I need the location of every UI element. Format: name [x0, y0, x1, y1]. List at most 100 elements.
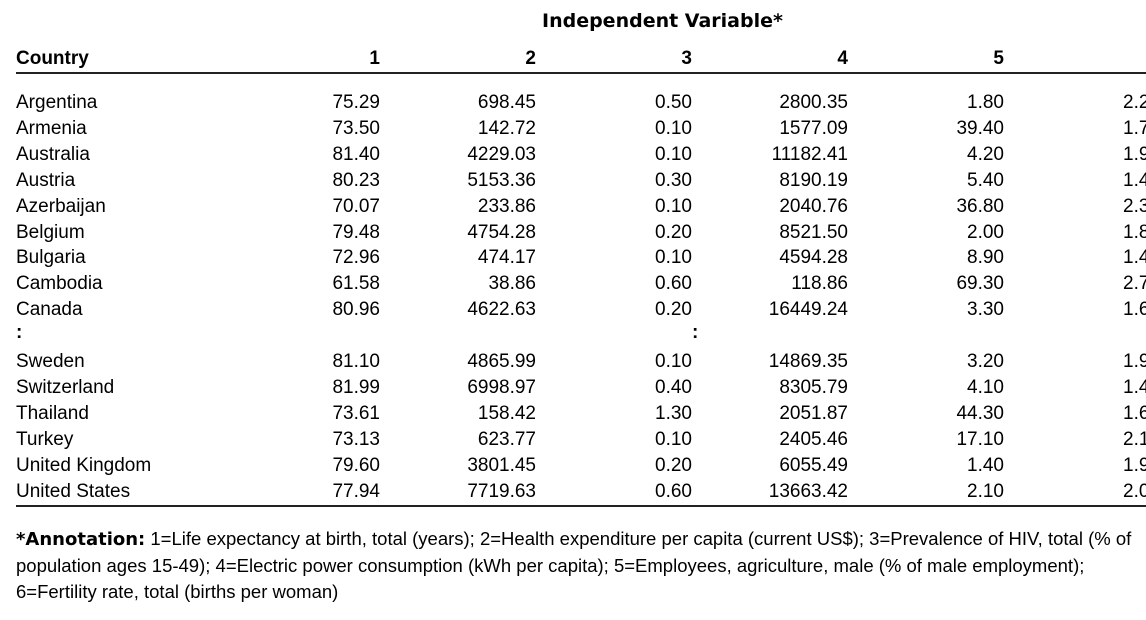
table-row: United Kingdom 79.60 3801.45 0.20 6055.49 1.4…: [16, 453, 1146, 479]
value-cell-col-2: 623.77: [477, 428, 536, 450]
value-cell-col-5: 39.40: [956, 117, 1004, 139]
value-cell-col-4: 2051.87: [779, 402, 848, 424]
value-cell-col-3: 0.50: [655, 92, 692, 113]
header-col-6: 6: [1004, 46, 1146, 74]
value-cell-col-5: 2.10: [848, 478, 1004, 507]
country-cell: Armenia: [16, 117, 87, 139]
value-cell-col-1: 77.94: [226, 478, 380, 507]
value-cell-col-3: 0.20: [655, 454, 692, 476]
value-cell-col-6: 2.75: [1123, 273, 1146, 295]
value-cell-col-4: 1577.09: [779, 117, 848, 139]
value-cell-col-5: 36.80: [956, 195, 1004, 217]
annotation-text: 1=Life expectancy at birth, total (years…: [16, 528, 1132, 602]
table-row: Cambodia 61.58 38.86 0.60 118.86 69.30 2.75: [16, 271, 1146, 297]
header-col-5: 5: [848, 46, 1004, 74]
value-cell-col-2: 158.42: [477, 402, 536, 424]
value-cell-col-1: 79.48: [332, 221, 380, 243]
value-cell-col-2: 474.17: [477, 247, 536, 269]
value-cell-col-5: 5.40: [967, 169, 1004, 191]
value-cell-col-3: 0.60: [655, 273, 692, 295]
value-cell-col-1: 80.23: [332, 169, 380, 191]
value-cell-col-5: 8.90: [967, 247, 1004, 269]
value-cell-col-3: 0.10: [655, 195, 692, 217]
table-row: Australia 81.40 4229.03 0.10 11182.41 4.20 1.9…: [16, 142, 1146, 168]
value-cell-col-5: 2.00: [967, 221, 1004, 243]
value-cell-col-1: 80.96: [332, 299, 380, 321]
table-row: United States 77.94 7719.63 0.60 13663.42 2.1…: [16, 478, 1146, 507]
country-cell: Bulgaria: [16, 247, 86, 269]
value-cell-col-1: 72.96: [332, 247, 380, 269]
ellipsis-blank: [226, 323, 1146, 349]
value-cell-col-6: 1.48: [1123, 377, 1146, 399]
country-cell: United Kingdom: [16, 454, 152, 476]
header-col-1: 1: [226, 46, 380, 74]
value-cell-col-6: 1.48: [1123, 247, 1146, 269]
country-cell: Azerbaijan: [16, 195, 106, 217]
annotation: *Annotation: 1=Life expectancy at birth,…: [16, 526, 1141, 605]
value-cell-col-4: 8305.79: [779, 377, 848, 399]
header-row: Country 1 2 3 4 5 6: [16, 46, 1146, 74]
value-cell-col-2: 5153.36: [467, 169, 536, 191]
country-cell: Switzerland: [16, 377, 115, 399]
value-cell-col-1: 79.60: [332, 454, 380, 476]
value-cell-col-6: 1.41: [1123, 169, 1146, 191]
table-row: Argentina 75.29 698.45 0.50 2800.35 1.80 2.24: [16, 90, 1146, 116]
table-row: Bulgaria 72.96 474.17 0.10 4594.28 8.90 1.48: [16, 245, 1146, 271]
value-cell-col-1: 73.50: [332, 117, 380, 139]
country-cell: Cambodia: [16, 273, 103, 295]
value-cell-col-4: 16449.24: [768, 299, 848, 321]
table-row: Switzerland 81.99 6998.97 0.40 8305.79 4.10 1.…: [16, 375, 1146, 401]
value-cell-col-3: 0.10: [655, 143, 692, 165]
value-cell-col-5: 44.30: [956, 402, 1004, 424]
value-cell-col-5: 3.30: [967, 299, 1004, 321]
value-cell-col-2: 6998.97: [467, 377, 536, 399]
country-cell: United States: [16, 478, 226, 507]
table-row: Turkey 73.13 623.77 0.10 2405.46 17.10 2.13: [16, 427, 1146, 453]
value-cell-col-1: 81.99: [332, 377, 380, 399]
table-row: Austria 80.23 5153.36 0.30 8190.19 5.40 1.41: [16, 168, 1146, 194]
value-cell-col-5: 4.20: [967, 143, 1004, 165]
value-cell-col-6: 1.61: [1123, 402, 1146, 424]
value-cell-col-1: 70.07: [332, 195, 380, 217]
value-cell-col-1: 61.58: [332, 273, 380, 295]
country-cell: Argentina: [16, 92, 98, 113]
value-cell-col-2: 4622.63: [467, 299, 536, 321]
value-cell-col-2: 4229.03: [467, 143, 536, 165]
value-cell-col-3: 0.30: [655, 169, 692, 191]
spacer-row: [16, 73, 1146, 90]
value-cell-col-6: 1.96: [1123, 454, 1146, 476]
value-cell-col-4: 13663.42: [692, 478, 848, 507]
value-cell-col-1: 73.13: [332, 428, 380, 450]
value-cell-col-6: 2.24: [1123, 92, 1146, 113]
value-cell-col-5: 69.30: [956, 273, 1004, 295]
value-cell-col-4: 2405.46: [779, 428, 848, 450]
ellipsis-country: :: [16, 322, 23, 344]
data-table: Country 1 2 3 4 5 6 Argentina 75.29 698.45…: [16, 46, 1146, 507]
table-row: Thailand 73.61 158.42 1.30 2051.87 44.30 1.61: [16, 401, 1146, 427]
value-cell-col-6: 2.30: [1123, 195, 1146, 217]
value-cell-col-6: 1.86: [1123, 221, 1146, 243]
value-cell-col-1: 75.29: [332, 92, 380, 113]
country-cell: Canada: [16, 299, 83, 321]
value-cell-col-3: 0.10: [655, 351, 692, 373]
value-cell-col-4: 14869.35: [768, 351, 848, 373]
value-cell-col-4: 6055.49: [779, 454, 848, 476]
value-cell-col-5: 1.40: [967, 454, 1004, 476]
value-cell-col-6: 2.13: [1123, 428, 1146, 450]
value-cell-col-4: 11182.41: [771, 143, 848, 165]
value-cell-col-4: 118.86: [791, 273, 848, 295]
ellipsis-mid: :: [692, 322, 699, 343]
value-cell-col-5: 4.10: [967, 377, 1004, 399]
value-cell-col-2: 142.72: [477, 117, 536, 139]
table-row: Sweden 81.10 4865.99 0.10 14869.35 3.20 1.91: [16, 349, 1146, 375]
value-cell-col-6: 2.08: [1004, 478, 1146, 507]
value-cell-col-5: 17.10: [956, 428, 1004, 450]
annotation-label: *Annotation:: [16, 529, 146, 550]
value-cell-col-6: 1.73: [1123, 117, 1146, 139]
value-cell-col-4: 2800.35: [779, 92, 848, 113]
value-cell-col-2: 233.86: [477, 195, 536, 217]
value-cell-col-6: 1.93: [1123, 143, 1146, 165]
country-cell: Turkey: [16, 428, 74, 450]
country-cell: Austria: [16, 169, 76, 191]
table-row: Canada 80.96 4622.63 0.20 16449.24 3.30 1.68: [16, 297, 1146, 323]
